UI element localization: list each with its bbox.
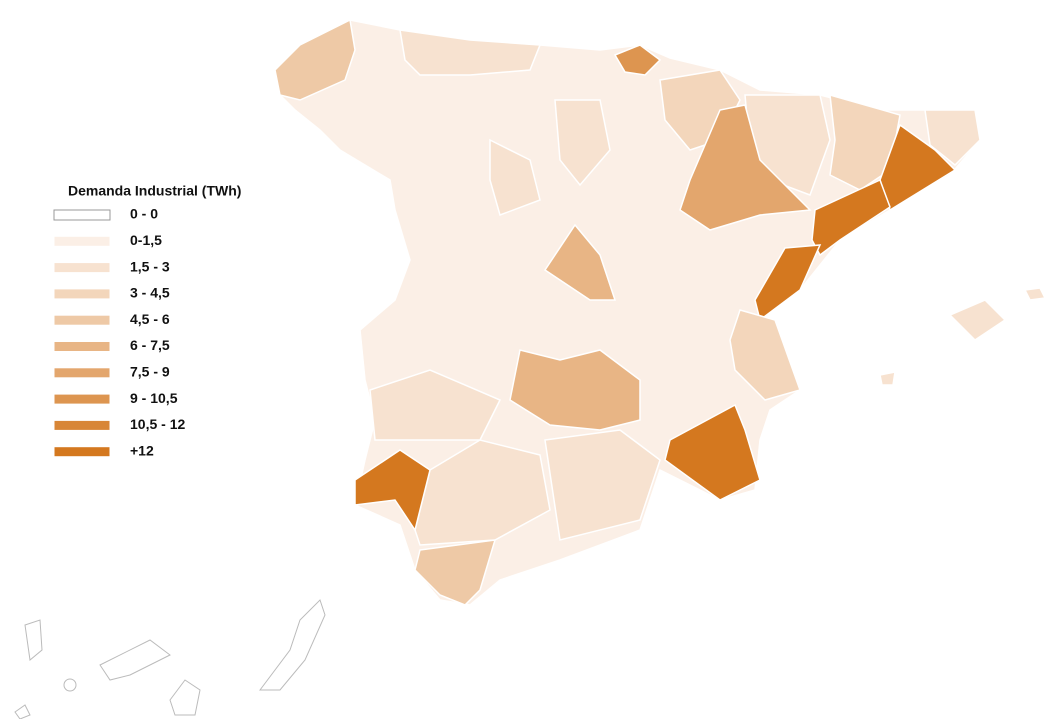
legend-swatch — [54, 236, 110, 246]
island — [880, 372, 895, 385]
legend-title: Demanda Industrial (TWh) — [68, 183, 241, 199]
island — [15, 705, 30, 719]
island — [170, 680, 200, 715]
province — [400, 30, 540, 75]
island — [950, 300, 1005, 340]
legend-label: 4,5 - 6 — [130, 311, 170, 327]
canary-islands — [15, 600, 325, 719]
legend-swatch — [54, 394, 110, 404]
island — [64, 679, 76, 691]
page: Demanda Industrial (TWh) 0 - 0 0-1,5 1,5 -… — [0, 0, 1047, 719]
island — [1025, 288, 1045, 300]
legend-label: 0-1,5 — [130, 232, 162, 248]
legend-label: 7,5 - 9 — [130, 364, 170, 380]
legend-label: 3 - 4,5 — [130, 285, 170, 301]
legend-label: 6 - 7,5 — [130, 337, 170, 353]
legend-swatch — [54, 342, 110, 352]
legend-swatch — [54, 447, 110, 457]
legend-label: 10,5 - 12 — [130, 416, 185, 432]
island — [260, 600, 325, 690]
province — [415, 540, 495, 605]
legend-label: +12 — [130, 442, 154, 458]
island — [25, 620, 42, 660]
legend-swatch — [54, 420, 110, 430]
legend-label: 0 - 0 — [130, 206, 158, 222]
legend-swatch — [54, 289, 110, 299]
legend-label: 9 - 10,5 — [130, 390, 178, 406]
map: Demanda Industrial (TWh) 0 - 0 0-1,5 1,5 -… — [0, 0, 1047, 719]
legend-label: 1,5 - 3 — [130, 258, 170, 274]
provinces — [275, 20, 1045, 605]
legend-swatch — [54, 263, 110, 273]
island — [100, 640, 170, 680]
legend-swatch — [54, 210, 110, 220]
legend-swatch — [54, 368, 110, 378]
legend-swatch — [54, 315, 110, 325]
legend: 0 - 0 0-1,5 1,5 - 3 3 - 4,5 4,5 - 6 6 - 7,5 7,… — [54, 206, 185, 459]
